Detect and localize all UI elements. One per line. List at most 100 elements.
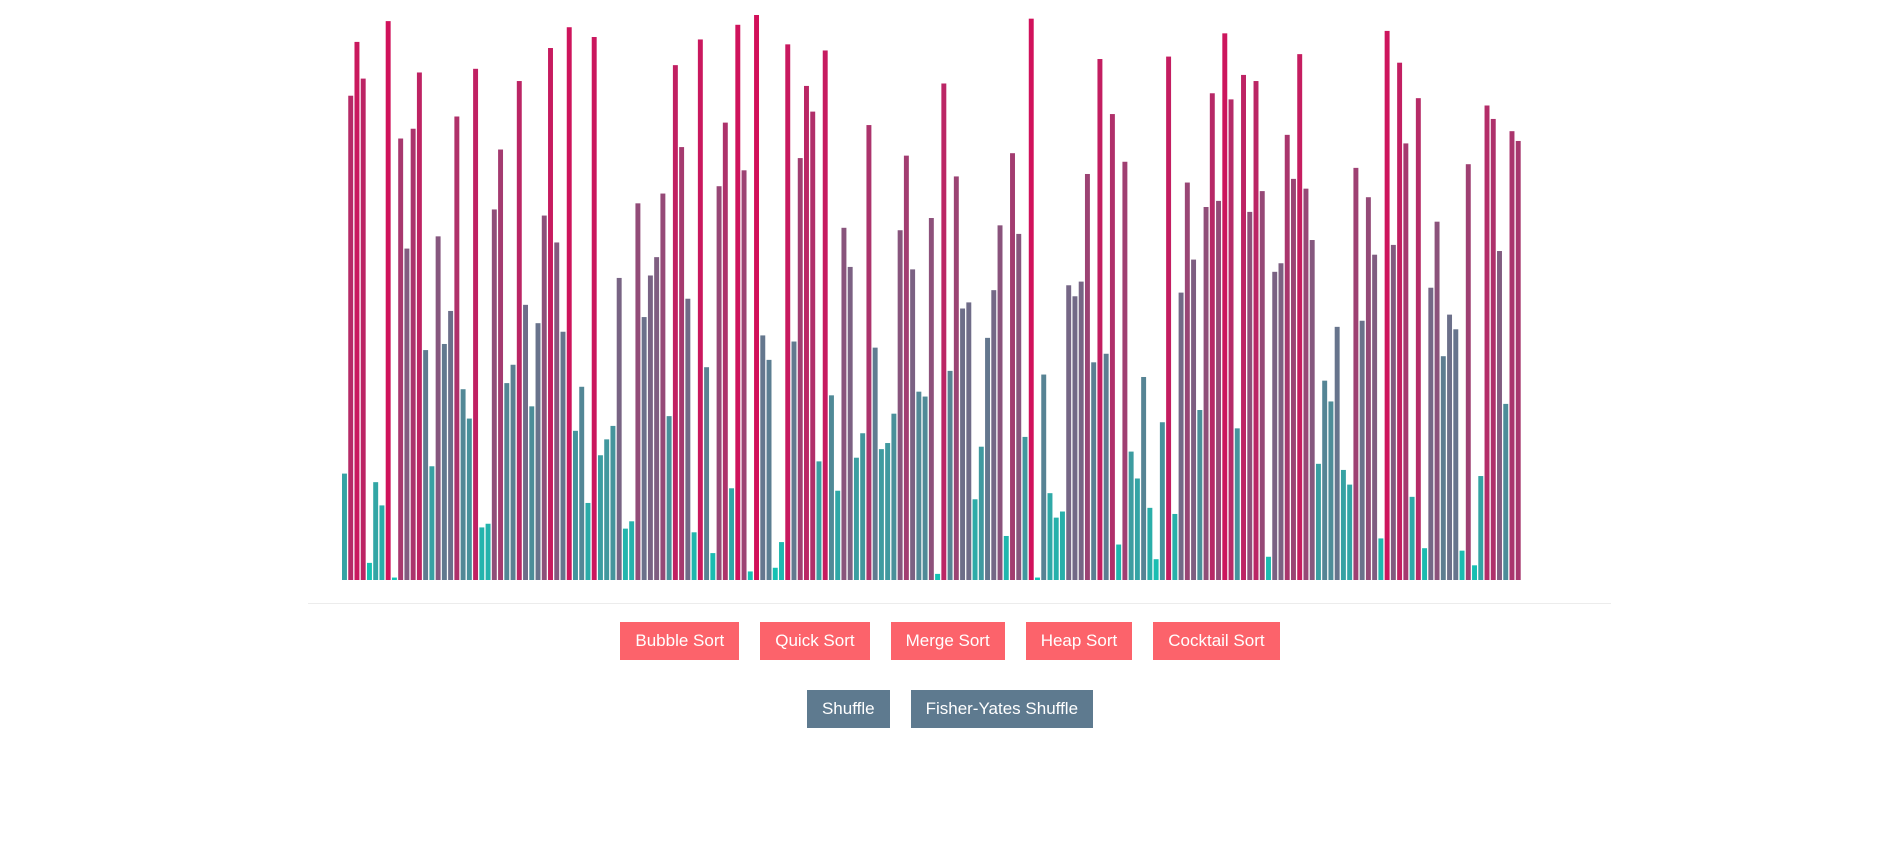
bar [760, 335, 766, 580]
bar [1128, 451, 1134, 580]
bar [1197, 410, 1203, 580]
bar [672, 65, 678, 581]
bar [535, 323, 541, 580]
bar [1216, 200, 1222, 580]
sort-button[interactable]: Merge Sort [890, 622, 1005, 660]
bar [416, 72, 422, 580]
bar [373, 482, 379, 580]
bar [1434, 221, 1440, 580]
bar [1147, 507, 1153, 580]
bar [866, 125, 872, 580]
bar [510, 364, 516, 580]
bar [935, 573, 941, 580]
bar [1159, 422, 1165, 580]
bar [1003, 535, 1009, 580]
bar [916, 391, 922, 580]
bar [1241, 74, 1246, 580]
divider [308, 603, 1611, 604]
bar [579, 386, 585, 580]
bar [1303, 188, 1309, 580]
bar [1166, 56, 1172, 581]
bar [966, 302, 972, 580]
bar [785, 44, 791, 581]
bar [1334, 326, 1340, 580]
bar [991, 290, 997, 580]
shuffle-button[interactable]: Shuffle [806, 690, 890, 728]
bar [385, 21, 391, 580]
bar [853, 457, 859, 580]
bar [448, 310, 454, 580]
bar [485, 523, 491, 580]
bar [766, 359, 772, 580]
bar [941, 83, 947, 580]
sort-button[interactable]: Heap Sort [1025, 622, 1133, 660]
bar [1322, 380, 1328, 580]
bar [342, 473, 347, 580]
bar [391, 577, 397, 580]
bar [704, 367, 710, 580]
bar [741, 170, 747, 581]
bar [429, 466, 435, 580]
bar [1440, 356, 1446, 580]
bar [529, 406, 535, 580]
bar [660, 193, 666, 580]
bar [460, 389, 466, 580]
bar [1328, 401, 1334, 580]
bar [379, 505, 385, 580]
sort-button[interactable]: Bubble Sort [620, 622, 740, 660]
bar [554, 242, 560, 580]
bar [841, 227, 847, 580]
bar [1353, 167, 1359, 580]
bar [691, 532, 697, 580]
sort-button[interactable]: Cocktail Sort [1153, 622, 1280, 660]
bar [423, 350, 429, 580]
sort-button[interactable]: Quick Sort [760, 622, 870, 660]
bar [1415, 98, 1421, 581]
bar [1134, 478, 1140, 580]
bar [947, 370, 953, 580]
bar [1041, 374, 1047, 580]
bar [828, 395, 834, 580]
shuffle-buttons: Shuffle Fisher-Yates Shuffle [0, 690, 1900, 728]
bar [791, 341, 797, 580]
bar [1035, 577, 1040, 580]
bar [610, 425, 616, 580]
bar [1184, 182, 1190, 581]
bar [1347, 484, 1353, 580]
bar [491, 209, 497, 580]
bar [972, 499, 978, 580]
bar [872, 347, 878, 580]
bar [1484, 105, 1490, 580]
bar [516, 81, 522, 580]
bar [1259, 191, 1265, 581]
bar [647, 275, 653, 580]
shuffle-button[interactable]: Fisher-Yates Shuffle [910, 690, 1094, 728]
bar [1297, 54, 1303, 580]
bar [1497, 251, 1502, 580]
bar [635, 203, 641, 581]
bar [573, 430, 578, 580]
bar [1266, 556, 1271, 580]
bar [1103, 353, 1109, 580]
bar [1490, 118, 1496, 580]
bar [548, 48, 553, 581]
bar [1234, 428, 1240, 580]
bar [585, 502, 591, 580]
bar [1116, 544, 1122, 580]
bar [772, 567, 778, 580]
bar [891, 413, 897, 580]
bar [1078, 281, 1084, 580]
bar [1422, 548, 1428, 580]
bar [1384, 30, 1390, 581]
bar [597, 455, 603, 580]
bar [729, 488, 735, 580]
bar [479, 527, 485, 580]
bar [903, 155, 909, 580]
bar [591, 37, 597, 580]
bar [953, 176, 959, 580]
bar [1172, 513, 1178, 580]
bar [804, 85, 809, 581]
bar [985, 337, 991, 580]
bar [1010, 153, 1015, 581]
